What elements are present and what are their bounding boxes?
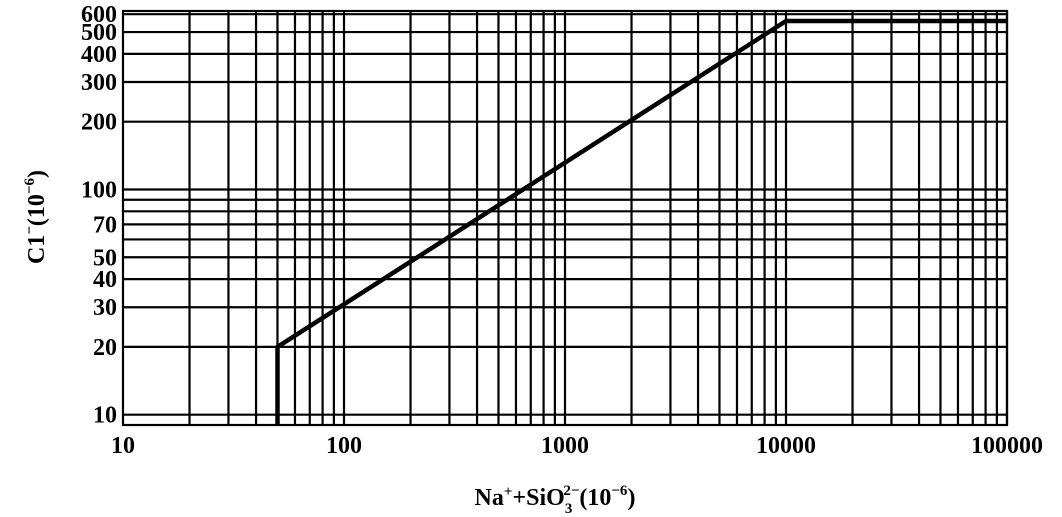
y-tick-label: 400: [81, 42, 117, 68]
y-axis-title: C1−(10−6): [22, 170, 50, 264]
y-tick-label: 30: [93, 295, 117, 321]
y-tick-label: 600: [81, 2, 117, 28]
y-tick-label: 70: [93, 212, 117, 238]
x-title-plus: +SiO: [512, 485, 564, 511]
x-title-sub: 3: [565, 501, 573, 517]
y-tick-label: 200: [81, 110, 117, 136]
x-title-main: Na: [475, 485, 504, 511]
y-tick-label: 40: [93, 267, 117, 293]
x-axis-title: Na++SiO3 2−(10−6): [475, 483, 636, 517]
y-tick-label: 50: [93, 245, 117, 271]
y-title-unit: (10: [24, 194, 50, 226]
x-title-charge: 2−: [563, 483, 579, 499]
y-tick-label: 10: [93, 403, 117, 429]
x-title-unit: (10: [579, 485, 611, 511]
y-tick-label: 20: [93, 335, 117, 361]
x-tick-labels: 10 100 1000 10000 100000: [111, 433, 1043, 459]
y-title-close: ): [24, 170, 50, 178]
y-title-unit-exp: −6: [22, 178, 38, 195]
y-tick-label: 300: [81, 70, 117, 96]
x-title-sup: +: [504, 484, 513, 500]
y-title-sup: −: [22, 226, 38, 235]
y-tick-label: 500: [81, 20, 117, 46]
x-title-close: ): [627, 485, 635, 511]
x-tick-label: 100000: [971, 433, 1043, 459]
series-layer: [275, 18, 1007, 425]
x-title-unit-exp: −6: [611, 483, 628, 499]
series-line: [275, 18, 1007, 425]
grid: [121, 9, 1009, 427]
y-title-main: C1: [24, 235, 50, 264]
x-tick-label: 10000: [756, 433, 816, 459]
y-tick-label: 100: [81, 177, 117, 203]
x-tick-label: 1000: [541, 433, 589, 459]
x-tick-label: 10: [111, 433, 135, 459]
x-tick-label: 100: [326, 433, 362, 459]
